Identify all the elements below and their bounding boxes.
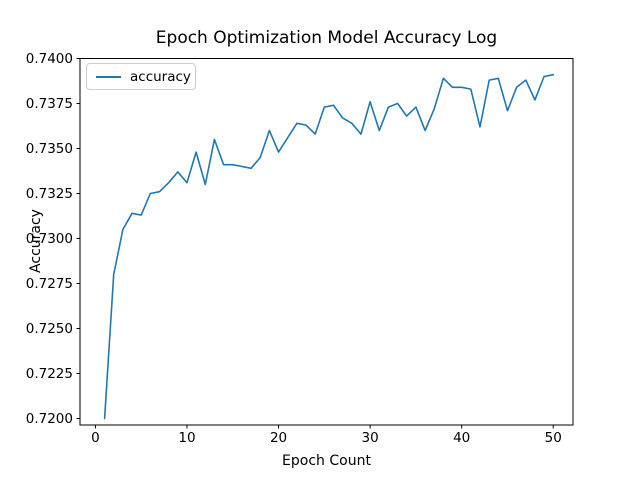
x-tick-label: 30 [362, 430, 379, 446]
y-axis-label: Accuracy [28, 209, 44, 273]
chart-title: Epoch Optimization Model Accuracy Log [155, 28, 498, 48]
data-line-accuracy [103, 73, 555, 420]
legend-label: accuracy [130, 68, 191, 85]
y-tick-label: 0.7250 [26, 321, 73, 337]
y-tick-label: 0.7300 [26, 231, 73, 247]
x-tick-label: 20 [270, 430, 287, 446]
x-tick-label: 40 [453, 430, 470, 446]
y-tick-label: 0.7350 [26, 141, 73, 157]
y-tick-label: 0.7275 [26, 276, 73, 292]
x-axis-label: Epoch Count [282, 453, 371, 469]
y-tick-label: 0.7225 [26, 366, 73, 382]
x-tick-label: 0 [91, 430, 100, 446]
y-tick-label: 0.7400 [26, 51, 73, 67]
legend-line-sample [96, 75, 121, 78]
y-tick-label: 0.7200 [26, 411, 73, 427]
x-tick-label: 50 [545, 430, 562, 446]
y-tick-label: 0.7325 [26, 186, 73, 202]
legend: accuracy [86, 63, 196, 90]
x-tick-label: 10 [178, 430, 195, 446]
y-tick-label: 0.7375 [26, 96, 73, 112]
axes-frame [79, 58, 574, 426]
